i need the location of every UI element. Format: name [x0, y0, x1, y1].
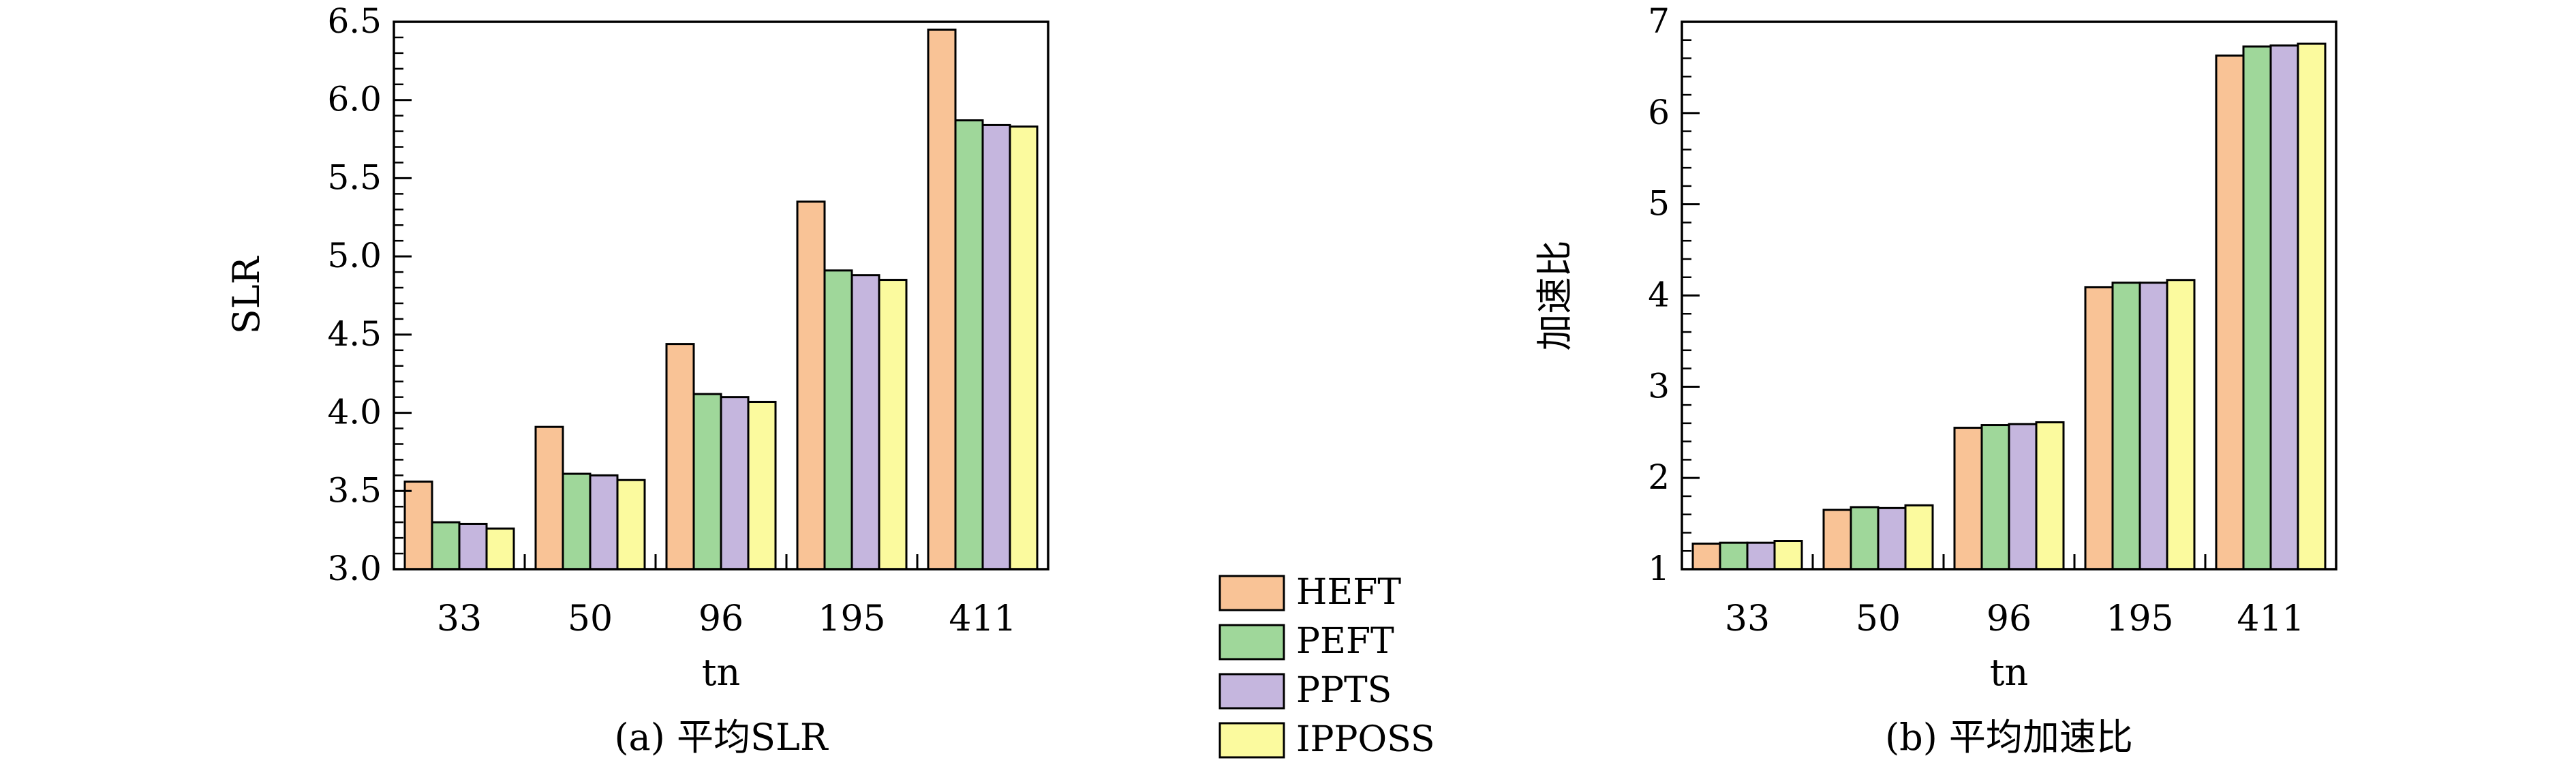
bar-peft-50 [1850, 506, 1880, 571]
bar-ppts-50 [1877, 506, 1907, 571]
bar-ppts-33 [458, 522, 488, 571]
y-tick-label: 3.5 [327, 470, 382, 510]
bar-peft-96 [692, 393, 722, 571]
y-tick-label: 1 [1648, 549, 1670, 588]
y-tick-label: 5.0 [327, 236, 382, 275]
chart-a: 3.0 3.5 4.0 4.5 5.0 5.5 6.0 6.5 33 50 96 195 411 tn SL… [225, 1, 1049, 759]
bar-peft-50 [562, 472, 592, 571]
bar-heft-50 [534, 425, 564, 571]
y-tick-label: 4.5 [327, 314, 382, 354]
bar-heft-96 [665, 343, 695, 571]
bar-ipposs-50 [616, 479, 646, 571]
bar-heft-411 [927, 28, 957, 571]
bar-heft-195 [796, 200, 826, 571]
x-tick-label: 195 [818, 598, 885, 639]
bar-heft-33 [403, 481, 433, 571]
x-tick-label: 96 [1987, 598, 2031, 639]
legend-label-ipposs: IPPOSS [1296, 719, 1435, 760]
legend-swatch-peft [1218, 624, 1285, 661]
legend: HEFT PEFT PPTS IPPOSS [1218, 572, 1435, 760]
bar-peft-96 [1980, 424, 2010, 571]
bar-peft-33 [1719, 541, 1749, 571]
x-tick-label: 33 [1725, 598, 1770, 639]
y-tick-label: 5 [1648, 184, 1670, 224]
chart-caption: (b) 平均加速比 [1885, 716, 2133, 759]
bar-peft-33 [431, 521, 461, 571]
bar-ipposs-96 [747, 401, 777, 571]
x-tick-label: 411 [2237, 598, 2304, 639]
bar-ipposs-33 [1773, 540, 1803, 571]
chart-b: 1 2 3 4 5 6 7 33 50 96 195 411 tn 加速比 (b) 平均加速比 [1533, 1, 2337, 759]
bar-heft-33 [1691, 543, 1721, 571]
legend-swatch-heft [1218, 575, 1285, 611]
x-tick-label: 411 [949, 598, 1016, 639]
y-tick-label: 6.5 [327, 1, 382, 41]
bar-ipposs-411 [2297, 42, 2327, 571]
bar-ppts-50 [589, 474, 619, 571]
bar-heft-96 [1953, 427, 1983, 571]
bar-ppts-411 [981, 123, 1011, 571]
y-tick-label: 6 [1648, 93, 1670, 132]
bar-heft-50 [1822, 509, 1852, 571]
bar-heft-195 [2084, 286, 2114, 571]
y-axis-label: SLR [225, 256, 268, 334]
plot-frame [393, 20, 1049, 571]
bar-heft-411 [2215, 55, 2245, 571]
y-tick-label: 6.0 [327, 80, 382, 119]
bar-ipposs-411 [1009, 125, 1039, 571]
legend-label-heft: HEFT [1296, 572, 1401, 613]
legend-label-ppts: PPTS [1296, 670, 1392, 711]
x-tick-label: 50 [1856, 598, 1901, 639]
y-tick-label: 3.0 [327, 549, 382, 588]
bar-peft-411 [2242, 45, 2272, 571]
x-tick-label: 195 [2106, 598, 2173, 639]
y-tick-label: 4 [1648, 275, 1670, 315]
chart-caption: (a) 平均SLR [614, 716, 828, 759]
bar-ppts-195 [2138, 282, 2168, 571]
y-tick-label: 5.5 [327, 157, 382, 197]
bar-ipposs-33 [485, 527, 515, 571]
legend-label-peft: PEFT [1296, 621, 1394, 662]
bar-ipposs-195 [878, 279, 908, 571]
bar-ppts-411 [2269, 44, 2299, 571]
bar-ppts-33 [1746, 541, 1776, 571]
legend-swatch-ipposs [1218, 722, 1285, 759]
y-axis-label: 加速比 [1533, 241, 1576, 351]
bar-ppts-96 [720, 396, 750, 571]
bar-ppts-195 [850, 274, 880, 571]
x-tick-label: 33 [437, 598, 482, 639]
x-axis-label: tn [1990, 651, 2028, 694]
bar-ppts-96 [2008, 423, 2038, 571]
y-tick-label: 2 [1648, 457, 1670, 497]
y-tick-label: 4.0 [327, 393, 382, 432]
bar-peft-195 [2111, 282, 2141, 571]
bar-peft-411 [954, 119, 984, 571]
bar-ipposs-195 [2166, 279, 2196, 571]
bar-peft-195 [823, 269, 853, 571]
y-tick-label: 7 [1648, 1, 1670, 41]
x-tick-label: 96 [699, 598, 743, 639]
y-tick-label: 3 [1648, 366, 1670, 406]
legend-swatch-ppts [1218, 673, 1285, 710]
x-axis-label: tn [702, 651, 740, 694]
x-tick-label: 50 [568, 598, 613, 639]
bar-ipposs-50 [1904, 504, 1934, 571]
bar-ipposs-96 [2035, 421, 2065, 571]
